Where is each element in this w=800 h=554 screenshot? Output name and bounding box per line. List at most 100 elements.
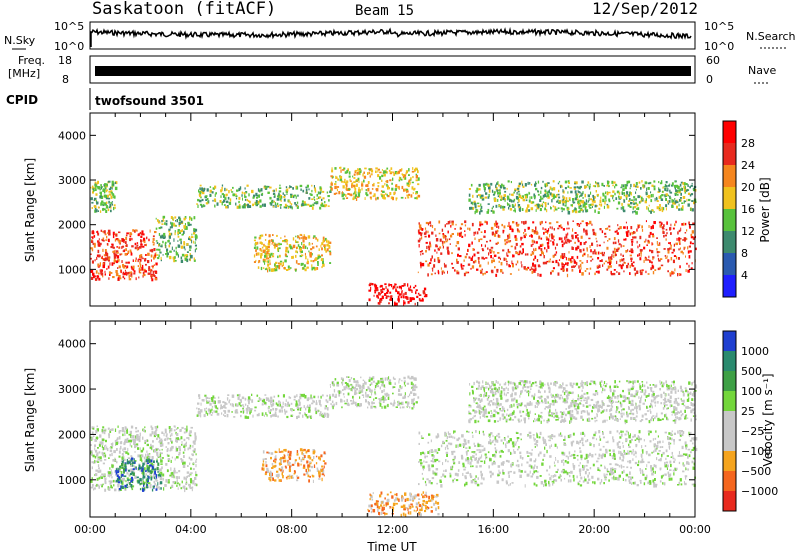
range-gate-cell <box>514 237 518 241</box>
range-gate-cell <box>514 188 517 191</box>
range-gate-cell <box>421 228 424 230</box>
range-gate-cell <box>269 254 271 258</box>
range-gate-cell <box>262 260 266 263</box>
range-gate-cell <box>99 210 102 213</box>
range-gate-cell <box>171 246 173 251</box>
range-gate-cell <box>608 261 611 264</box>
range-gate-cell <box>431 225 434 229</box>
range-gate-cell <box>612 184 614 187</box>
range-gate-cell <box>161 439 163 444</box>
range-gate-cell <box>324 407 327 410</box>
range-gate-cell <box>293 470 296 473</box>
range-gate-cell <box>407 375 410 379</box>
range-gate-cell <box>531 239 534 243</box>
range-gate-cell <box>163 433 165 437</box>
range-gate-cell <box>562 189 564 193</box>
range-gate-cell <box>364 167 367 170</box>
range-gate-cell <box>189 216 191 219</box>
range-gate-cell <box>600 252 603 254</box>
range-gate-cell <box>297 463 300 467</box>
range-gate-cell <box>138 467 141 470</box>
range-gate-cell <box>619 259 621 263</box>
range-gate-cell <box>504 239 506 242</box>
range-gate-cell <box>176 477 178 480</box>
range-gate-cell <box>160 476 162 480</box>
range-gate-cell <box>693 201 695 205</box>
range-gate-cell <box>451 222 454 226</box>
range-gate-cell <box>311 459 314 462</box>
range-gate-cell <box>127 447 129 452</box>
range-gate-cell <box>419 251 422 253</box>
range-gate-cell <box>118 476 120 479</box>
range-gate-cell <box>367 172 369 175</box>
range-gate-cell <box>107 181 110 183</box>
range-gate-cell <box>460 233 462 236</box>
range-gate-cell <box>104 459 107 461</box>
range-gate-cell <box>182 451 185 454</box>
range-gate-cell <box>279 260 283 263</box>
range-gate-cell <box>350 400 353 402</box>
range-gate-cell <box>93 244 96 248</box>
range-gate-cell <box>114 470 116 473</box>
range-gate-cell <box>563 198 565 202</box>
range-gate-cell <box>585 224 588 227</box>
range-gate-cell <box>351 388 353 392</box>
range-gate-cell <box>605 197 607 200</box>
range-gate-cell <box>538 246 541 250</box>
range-gate-cell <box>625 238 627 241</box>
range-gate-cell <box>271 463 274 466</box>
range-gate-cell <box>274 414 277 417</box>
power-x-ticks <box>89 113 696 306</box>
range-gate-cell <box>192 482 195 485</box>
range-gate-cell <box>380 377 383 380</box>
range-gate-cell <box>321 198 323 202</box>
range-gate-cell <box>418 298 421 301</box>
range-gate-cell <box>384 283 387 286</box>
range-gate-cell <box>129 235 132 238</box>
range-gate-cell <box>97 457 100 461</box>
range-gate-cell <box>353 195 355 198</box>
range-gate-cell <box>419 237 421 241</box>
range-gate-cell <box>212 395 215 399</box>
range-gate-cell <box>99 242 102 246</box>
range-gate-cell <box>162 473 165 477</box>
range-gate-cell <box>159 235 162 239</box>
range-gate-cell <box>553 235 555 238</box>
range-gate-cell <box>626 234 629 237</box>
range-gate-cell <box>506 252 508 256</box>
range-gate-cell <box>506 254 509 257</box>
range-gate-cell <box>412 495 415 499</box>
range-gate-cell <box>165 446 167 448</box>
range-gate-cell <box>566 273 569 278</box>
range-gate-cell <box>488 193 490 198</box>
range-gate-cell <box>448 238 451 241</box>
range-gate-cell <box>420 253 422 256</box>
range-gate-cell <box>398 299 400 303</box>
range-gate-cell <box>682 239 684 241</box>
range-gate-cell <box>128 485 131 488</box>
range-gate-cell <box>157 482 159 486</box>
range-gate-cell <box>143 268 146 272</box>
range-gate-cell <box>335 393 337 397</box>
range-gate-cell <box>326 239 328 243</box>
range-gate-cell <box>159 251 161 253</box>
range-gate-cell <box>169 430 171 434</box>
range-gate-cell <box>572 199 574 203</box>
range-gate-cell <box>125 244 128 247</box>
range-gate-cell <box>579 260 582 262</box>
range-gate-cell <box>497 256 501 259</box>
range-gate-cell <box>122 238 124 242</box>
range-gate-cell <box>502 229 505 232</box>
range-gate-cell <box>247 399 250 402</box>
range-gate-cell <box>429 221 432 224</box>
range-gate-cell <box>168 244 171 248</box>
range-gate-cell <box>516 260 519 264</box>
range-gate-cell <box>551 226 553 230</box>
range-gate-cell <box>508 233 511 236</box>
range-gate-cell <box>609 262 611 265</box>
range-gate-cell <box>562 266 564 270</box>
range-gate-cell <box>296 185 298 188</box>
range-gate-cell <box>410 511 412 515</box>
range-gate-cell <box>564 204 567 207</box>
range-gate-cell <box>544 228 547 231</box>
